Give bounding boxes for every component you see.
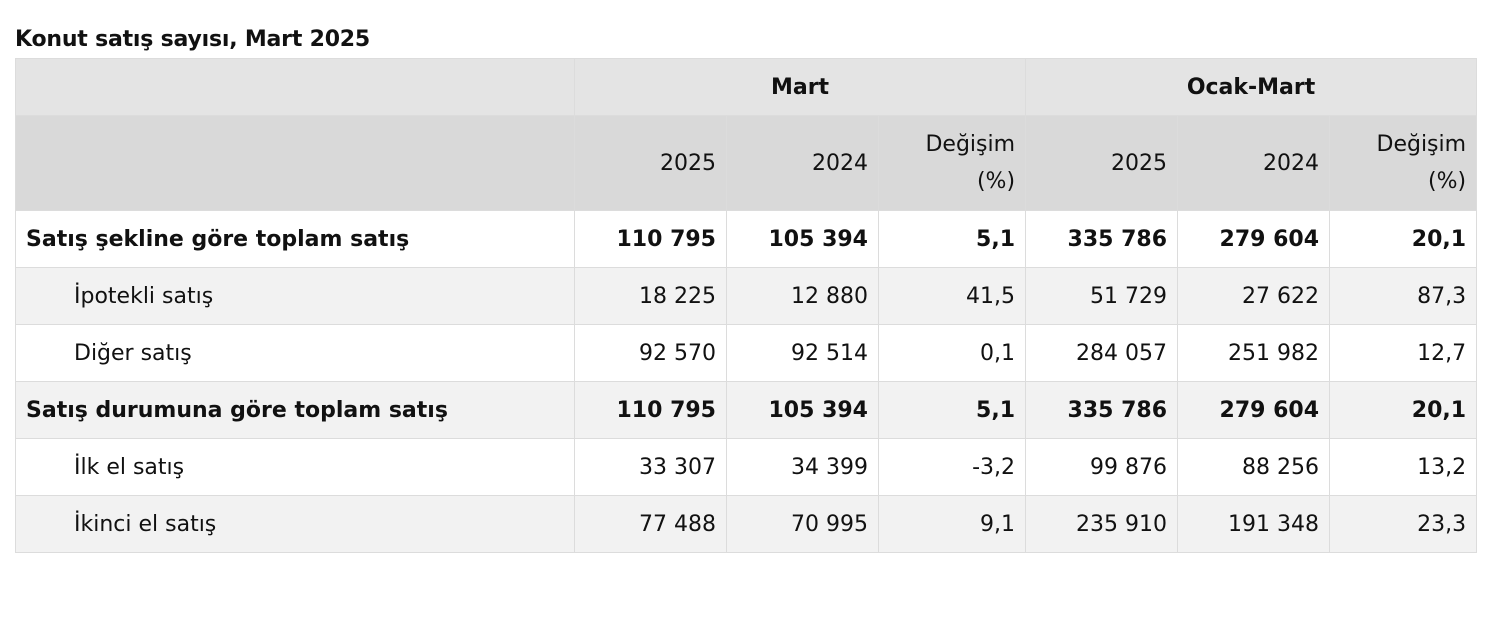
group-header-ocak-mart: Ocak-Mart <box>1025 58 1478 116</box>
cell-value: 77 488 <box>574 495 727 553</box>
cell-value: 87,3 <box>1329 267 1478 325</box>
row-label: İlk el satış <box>15 438 575 496</box>
cell-value: 33 307 <box>574 438 727 496</box>
row-label: İkinci el satış <box>15 495 575 553</box>
table-row: İlk el satış 33 307 34 399 -3,2 99 876 8… <box>15 438 1478 496</box>
cell-value: 110 795 <box>574 381 727 439</box>
header-mart-2025: 2025 <box>574 115 727 211</box>
cell-value: 5,1 <box>877 210 1027 268</box>
cell-value: 12,7 <box>1329 324 1478 382</box>
cell-value: 279 604 <box>1177 381 1331 439</box>
cell-value: 0,1 <box>877 324 1027 382</box>
header-change-unit: (%) <box>1427 169 1467 194</box>
cell-value: 251 982 <box>1177 324 1331 382</box>
cell-value: 18 225 <box>574 267 727 325</box>
cell-value: 27 622 <box>1177 267 1331 325</box>
table-row: İkinci el satış 77 488 70 995 9,1 235 91… <box>15 495 1478 553</box>
cell-value: 92 514 <box>726 324 879 382</box>
header-ocakmart-change: Değişim (%) <box>1329 115 1478 211</box>
table-row: İpotekli satış 18 225 12 880 41,5 51 729… <box>15 267 1478 325</box>
table-row: Diğer satış 92 570 92 514 0,1 284 057 25… <box>15 324 1478 382</box>
header-change-unit: (%) <box>976 169 1016 194</box>
group-header-mart: Mart <box>573 58 1027 116</box>
header-change-label: Değişim <box>925 132 1016 157</box>
header-ocakmart-2024: 2024 <box>1177 115 1331 211</box>
cell-value: 34 399 <box>726 438 879 496</box>
header-change-label: Değişim <box>1376 132 1467 157</box>
table-row: Satış şekline göre toplam satış 110 795 … <box>15 210 1478 268</box>
cell-value: 12 880 <box>726 267 879 325</box>
cell-value: 9,1 <box>877 495 1027 553</box>
cell-value: 335 786 <box>1025 210 1179 268</box>
sales-table: Mart Ocak-Mart 2025 2024 Değişim (%) 2025… <box>15 58 1478 553</box>
header-empty-cell <box>15 115 575 211</box>
cell-value: 20,1 <box>1329 210 1478 268</box>
table-row: Satış durumuna göre toplam satış 110 795… <box>15 381 1478 439</box>
cell-value: 110 795 <box>574 210 727 268</box>
row-label: İpotekli satış <box>15 267 575 325</box>
cell-value: 20,1 <box>1329 381 1478 439</box>
cell-value: 99 876 <box>1025 438 1179 496</box>
row-label: Satış durumuna göre toplam satış <box>15 381 575 439</box>
header-ocakmart-2025: 2025 <box>1025 115 1179 211</box>
group-header-row: Mart Ocak-Mart <box>15 58 1478 116</box>
cell-value: 284 057 <box>1025 324 1179 382</box>
row-label: Satış şekline göre toplam satış <box>15 210 575 268</box>
cell-value: 51 729 <box>1025 267 1179 325</box>
table-container: Konut satış sayısı, Mart 2025 Mart Ocak-… <box>15 24 1478 553</box>
header-mart-2024: 2024 <box>726 115 879 211</box>
cell-value: 13,2 <box>1329 438 1478 496</box>
sub-header-row: 2025 2024 Değişim (%) 2025 2024 Değişim (%… <box>15 115 1478 211</box>
cell-value: -3,2 <box>877 438 1027 496</box>
table-title: Konut satış sayısı, Mart 2025 <box>15 27 371 52</box>
row-label: Diğer satış <box>15 324 575 382</box>
cell-value: 235 910 <box>1025 495 1179 553</box>
cell-value: 5,1 <box>877 381 1027 439</box>
cell-value: 279 604 <box>1177 210 1331 268</box>
cell-value: 23,3 <box>1329 495 1478 553</box>
header-empty-cell <box>15 58 575 116</box>
cell-value: 70 995 <box>726 495 879 553</box>
cell-value: 191 348 <box>1177 495 1331 553</box>
cell-value: 335 786 <box>1025 381 1179 439</box>
cell-value: 105 394 <box>726 210 879 268</box>
cell-value: 88 256 <box>1177 438 1331 496</box>
cell-value: 92 570 <box>574 324 727 382</box>
cell-value: 41,5 <box>877 267 1027 325</box>
header-mart-change: Değişim (%) <box>877 115 1027 211</box>
cell-value: 105 394 <box>726 381 879 439</box>
